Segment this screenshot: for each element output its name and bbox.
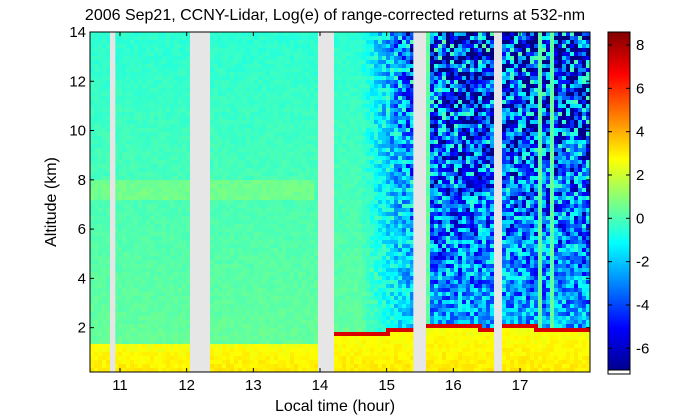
data-gap xyxy=(413,32,425,372)
colorbar-axis: 8 6 4 2 0 -2 -4 -6 xyxy=(608,37,649,357)
y-tick-label: 14 xyxy=(69,24,86,41)
heatmap-plot-area xyxy=(90,32,590,372)
colorbar-tick-label: 8 xyxy=(636,37,644,54)
colorbar-end-cap xyxy=(607,369,631,375)
colorbar-tick-label: 4 xyxy=(636,124,644,141)
y-axis: 2 4 6 8 10 12 14 xyxy=(69,24,590,337)
x-tick-label: 16 xyxy=(445,377,462,394)
colorbar-tick-label: 2 xyxy=(636,167,644,184)
plot-frame xyxy=(89,31,591,373)
colorbar-tick-label: 0 xyxy=(636,210,644,227)
y-tick-label: 6 xyxy=(78,221,86,238)
colorbar-tick-label: -6 xyxy=(636,340,649,357)
data-gap xyxy=(190,32,208,372)
x-tick-label: 11 xyxy=(112,377,128,394)
chart-title: 2006 Sep21, CCNY-Lidar, Log(e) of range-… xyxy=(85,7,585,24)
colorbar-tick-label: -4 xyxy=(636,297,649,314)
y-axis-label: Altitude (km) xyxy=(43,157,60,247)
data-gap xyxy=(494,32,501,372)
colorbar-tick-label: 6 xyxy=(636,80,644,97)
y-tick-label: 2 xyxy=(78,320,86,337)
y-tick-label: 8 xyxy=(78,172,86,189)
data-gap xyxy=(320,32,334,372)
x-axis-label: Local time (hour) xyxy=(275,398,395,415)
x-axis: 11 12 13 14 15 16 17 xyxy=(112,32,528,394)
x-tick-label: 12 xyxy=(178,377,195,394)
y-tick-label: 12 xyxy=(69,73,86,90)
x-tick-label: 14 xyxy=(312,377,329,394)
colorbar xyxy=(607,31,631,371)
x-tick-label: 17 xyxy=(512,377,529,394)
colorbar-tick-label: -2 xyxy=(636,254,649,271)
y-tick-label: 4 xyxy=(78,270,86,287)
y-tick-label: 10 xyxy=(69,123,86,140)
x-tick-label: 13 xyxy=(245,377,262,394)
x-tick-label: 15 xyxy=(378,377,395,394)
data-gap xyxy=(111,32,116,372)
